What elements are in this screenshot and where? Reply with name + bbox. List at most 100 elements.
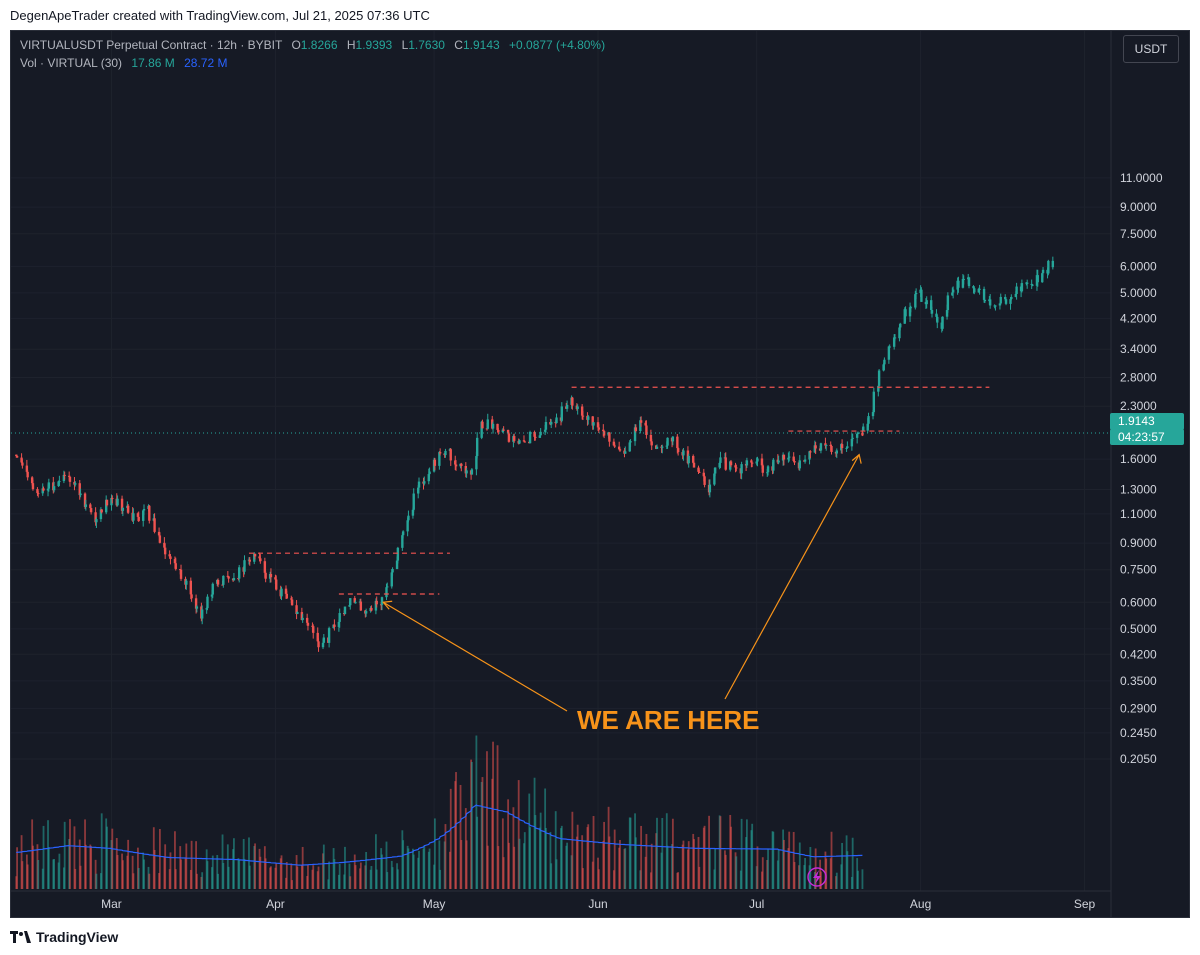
- candle-body: [1041, 269, 1045, 274]
- candle-body: [248, 559, 251, 562]
- candle-body: [862, 426, 865, 431]
- lightning-icon-bolt: [813, 870, 821, 884]
- volume-bar: [465, 840, 468, 889]
- candle-body: [407, 515, 410, 521]
- candle-body: [1004, 299, 1008, 304]
- volume-bar: [164, 844, 167, 889]
- candle-body: [1010, 296, 1013, 300]
- volume-bar: [37, 860, 40, 889]
- volume-label[interactable]: Vol · VIRTUAL (30): [20, 56, 123, 70]
- volume-bar: [280, 855, 283, 889]
- volume-bar: [285, 862, 288, 889]
- volume-bar: [619, 839, 621, 889]
- candle-body: [719, 457, 722, 463]
- candle-body: [185, 580, 188, 585]
- candle-body: [485, 428, 489, 430]
- tradingview-logo[interactable]: TradingView: [10, 928, 118, 946]
- candle-body: [253, 553, 256, 562]
- volume-bar: [613, 829, 616, 889]
- candle-body: [163, 542, 166, 548]
- candle-body: [973, 288, 976, 293]
- volume-bar: [222, 862, 225, 889]
- volume-bar: [216, 855, 219, 889]
- candle-body: [665, 445, 668, 447]
- candle-body: [481, 421, 484, 429]
- candle-body: [576, 406, 579, 409]
- volume-bar: [459, 784, 462, 889]
- candle-body: [544, 422, 548, 430]
- volume-bar: [549, 831, 552, 889]
- candle-body: [772, 459, 775, 471]
- candle-body: [253, 553, 257, 557]
- volume-bar: [131, 855, 134, 889]
- volume-bar: [656, 817, 658, 889]
- price-axis-label: 2.3000: [1120, 399, 1157, 413]
- volume-bar: [127, 839, 130, 889]
- volume-bar: [32, 845, 34, 889]
- candle-body: [518, 440, 521, 444]
- candle-body: [539, 431, 542, 436]
- candle-body: [750, 460, 753, 463]
- candle-body: [327, 628, 331, 643]
- chart-canvas[interactable]: 11.0000 9.0000 7.5000 6.0000 5.0000 4.2000 3.4…: [11, 31, 1190, 918]
- last-price-tag: 1.9143: [1110, 413, 1184, 430]
- candle-body: [132, 513, 135, 521]
- candle-body: [401, 535, 404, 548]
- currency-button[interactable]: USDT: [1123, 35, 1179, 63]
- candle-body: [602, 431, 606, 436]
- candle-body: [871, 412, 875, 417]
- candle-body: [95, 519, 98, 523]
- candle-body: [264, 572, 267, 579]
- candle-body: [15, 455, 19, 458]
- volume-bar: [582, 868, 584, 889]
- candle-body: [205, 608, 208, 610]
- volume-bar: [396, 869, 399, 889]
- candle-body: [63, 474, 66, 476]
- price-axis-label: 2.8000: [1120, 371, 1157, 385]
- candle-body: [438, 452, 442, 454]
- volume-bar: [402, 840, 405, 889]
- symbol-title[interactable]: VIRTUALUSDT Perpetual Contract · 12h · B…: [20, 38, 283, 52]
- chart-panel[interactable]: 11.0000 9.0000 7.5000 6.0000 5.0000 4.2000 3.4…: [10, 30, 1190, 918]
- candle-body: [475, 456, 478, 470]
- candle-body: [565, 404, 569, 409]
- candle-body: [977, 288, 980, 293]
- volume-bar: [486, 845, 489, 889]
- volume-bar: [555, 859, 558, 889]
- candle-body: [840, 444, 844, 449]
- time-axis-label: May: [423, 897, 446, 911]
- candle-body: [46, 488, 50, 491]
- candle-body: [280, 588, 283, 597]
- volume-bar: [42, 825, 45, 889]
- candle-body: [142, 509, 146, 511]
- candle-body: [808, 451, 811, 460]
- price-axis-label: 7.5000: [1120, 227, 1157, 241]
- volume-bar: [835, 872, 838, 889]
- volume-bar: [264, 858, 267, 889]
- volume-bar: [354, 865, 357, 889]
- candle-body: [42, 488, 45, 491]
- candle-body: [766, 472, 769, 474]
- candle-body: [174, 563, 177, 570]
- candle-body: [428, 471, 431, 475]
- candle-body: [349, 598, 352, 606]
- candle-body: [30, 477, 34, 484]
- volume-bar: [857, 870, 859, 889]
- volume-bar: [444, 824, 447, 889]
- candle-body: [58, 481, 61, 483]
- candle-body: [438, 452, 441, 466]
- volume-bar: [677, 872, 680, 889]
- time-axis-label: Apr: [266, 897, 285, 911]
- volume-value: 17.86 M: [131, 56, 175, 70]
- candle-body: [629, 441, 632, 443]
- volume-legend: Vol · VIRTUAL (30) 17.86 M 28.72 M: [20, 56, 227, 70]
- candle-body: [883, 359, 886, 365]
- candle-body: [698, 471, 701, 473]
- volume-bar: [238, 859, 241, 889]
- candle-body: [904, 309, 907, 317]
- volume-bar: [418, 850, 420, 889]
- candle-body: [395, 560, 399, 570]
- volume-bar: [571, 811, 574, 889]
- candle-body: [216, 580, 220, 585]
- candle-body: [617, 446, 621, 450]
